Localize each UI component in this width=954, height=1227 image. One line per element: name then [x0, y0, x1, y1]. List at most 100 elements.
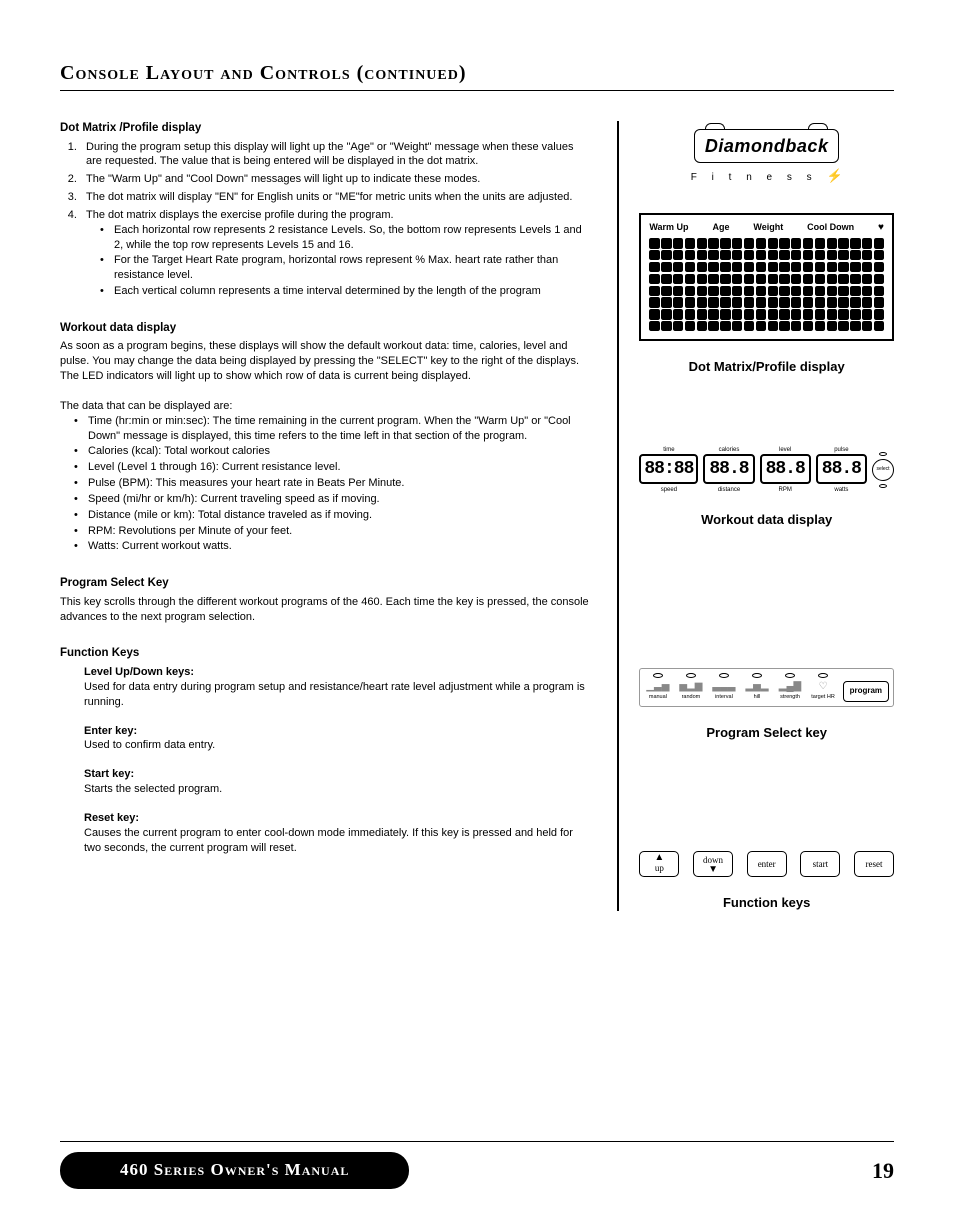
- led-icon: [818, 673, 828, 678]
- dot-matrix-sublist: Each horizontal row represents 2 resista…: [86, 223, 592, 299]
- fig4-label: Function keys: [723, 895, 810, 911]
- dm-cell: [697, 238, 707, 248]
- dm-cell: [815, 262, 825, 272]
- dm-cell: [838, 238, 848, 248]
- seg-wrap: time 88:88 speed: [639, 446, 698, 494]
- dm-cell: [732, 250, 742, 260]
- strength-icon: ▂▄▇: [779, 680, 801, 692]
- prog-item: ▂▅▂hill: [743, 673, 770, 701]
- fn-key-item: Level Up/Down keys: Used for data entry …: [84, 665, 592, 710]
- dm-cell: [815, 238, 825, 248]
- dm-cell: [874, 262, 884, 272]
- select-button: select: [872, 459, 894, 481]
- dm-cell: [838, 297, 848, 307]
- dm-cell: [661, 286, 671, 296]
- dm-cell: [756, 321, 766, 331]
- dm-cell: [768, 286, 778, 296]
- fn-key-name: Level Up/Down keys:: [84, 665, 592, 680]
- dm-cell: [803, 262, 813, 272]
- list-item: During the program setup this display wi…: [80, 140, 592, 170]
- dm-cell: [791, 286, 801, 296]
- heading-function-keys: Function Keys: [60, 646, 592, 662]
- dm-cell: [815, 250, 825, 260]
- dm-cell: [862, 238, 872, 248]
- seg-value: 88.8: [703, 454, 754, 484]
- heart-icon: ♥: [878, 221, 884, 235]
- dm-cell: [803, 309, 813, 319]
- dm-cell: [720, 297, 730, 307]
- dm-cell: [673, 297, 683, 307]
- dm-cell: [850, 274, 860, 284]
- dm-labels-row: Warm Up Age Weight Cool Down ♥: [649, 221, 884, 235]
- dm-cell: [720, 262, 730, 272]
- dm-cell: [779, 297, 789, 307]
- dm-cell: [827, 286, 837, 296]
- list-item: Pulse (BPM): This measures your heart ra…: [88, 476, 592, 491]
- led-icon: [719, 673, 729, 678]
- dm-cell: [838, 309, 848, 319]
- dm-cell: [756, 250, 766, 260]
- fig2-label: Workout data display: [701, 512, 832, 528]
- prog-label: hill: [754, 694, 761, 701]
- dm-cell: [827, 250, 837, 260]
- list-item: The "Warm Up" and "Cool Down" messages w…: [80, 172, 592, 187]
- fn-btn-label: up: [655, 862, 664, 874]
- dm-cell: [685, 286, 695, 296]
- section-function-keys: Function Keys Level Up/Down keys: Used f…: [60, 646, 592, 855]
- section-program-select: Program Select Key This key scrolls thro…: [60, 576, 592, 624]
- dm-cell: [756, 297, 766, 307]
- dm-cell: [649, 286, 659, 296]
- dm-cell: [661, 297, 671, 307]
- dm-cell: [756, 286, 766, 296]
- prog-label: strength: [780, 694, 800, 701]
- dm-cell: [744, 309, 754, 319]
- dm-cell: [673, 238, 683, 248]
- dm-cell: [827, 238, 837, 248]
- fn-key-item: Reset key: Causes the current program to…: [84, 811, 592, 856]
- arrow-down-icon: ▼: [708, 866, 718, 874]
- dm-cell: [685, 250, 695, 260]
- dm-cell: [649, 309, 659, 319]
- dm-cell: [779, 274, 789, 284]
- dm-cell: [661, 238, 671, 248]
- dm-cell: [697, 321, 707, 331]
- logo-text: Diamondback: [694, 129, 840, 163]
- list-item-text: The dot matrix displays the exercise pro…: [86, 209, 394, 221]
- seg-wrap: pulse 88.8 watts: [816, 446, 867, 494]
- dm-cell: [732, 309, 742, 319]
- footer-rule: [60, 1141, 894, 1142]
- dm-label: Weight: [753, 221, 783, 235]
- dm-cell: [850, 250, 860, 260]
- seg-wrap: calories 88.8 distance: [703, 446, 754, 494]
- prog-label: target HR: [811, 694, 835, 701]
- dm-cell: [862, 321, 872, 331]
- dm-cell: [673, 309, 683, 319]
- prog-item: ▃▃▃interval: [710, 673, 737, 701]
- dm-cell: [862, 309, 872, 319]
- dm-cell: [791, 238, 801, 248]
- dm-cell: [815, 309, 825, 319]
- dm-cell: [708, 238, 718, 248]
- dm-cell: [744, 286, 754, 296]
- dm-cell: [791, 250, 801, 260]
- dm-cell: [649, 250, 659, 260]
- prog-item: ▁▃▅manual: [644, 673, 671, 701]
- dm-cell: [697, 274, 707, 284]
- led-icon: [653, 673, 663, 678]
- dm-cell: [791, 297, 801, 307]
- fn-key-item: Enter key: Used to confirm data entry.: [84, 724, 592, 754]
- dm-cell: [768, 297, 778, 307]
- dm-cell: [850, 297, 860, 307]
- dm-cell: [815, 321, 825, 331]
- dm-cell: [768, 262, 778, 272]
- dm-cell: [720, 309, 730, 319]
- seg-bot-label: RPM: [779, 486, 792, 494]
- dm-cell: [661, 274, 671, 284]
- dm-cell: [685, 262, 695, 272]
- dm-cell: [732, 274, 742, 284]
- main-columns: Dot Matrix /Profile display During the p…: [60, 121, 894, 911]
- led-icon: [686, 673, 696, 678]
- dm-label: Age: [712, 221, 729, 235]
- list-item: Watts: Current workout watts.: [88, 539, 592, 554]
- dm-cell: [697, 250, 707, 260]
